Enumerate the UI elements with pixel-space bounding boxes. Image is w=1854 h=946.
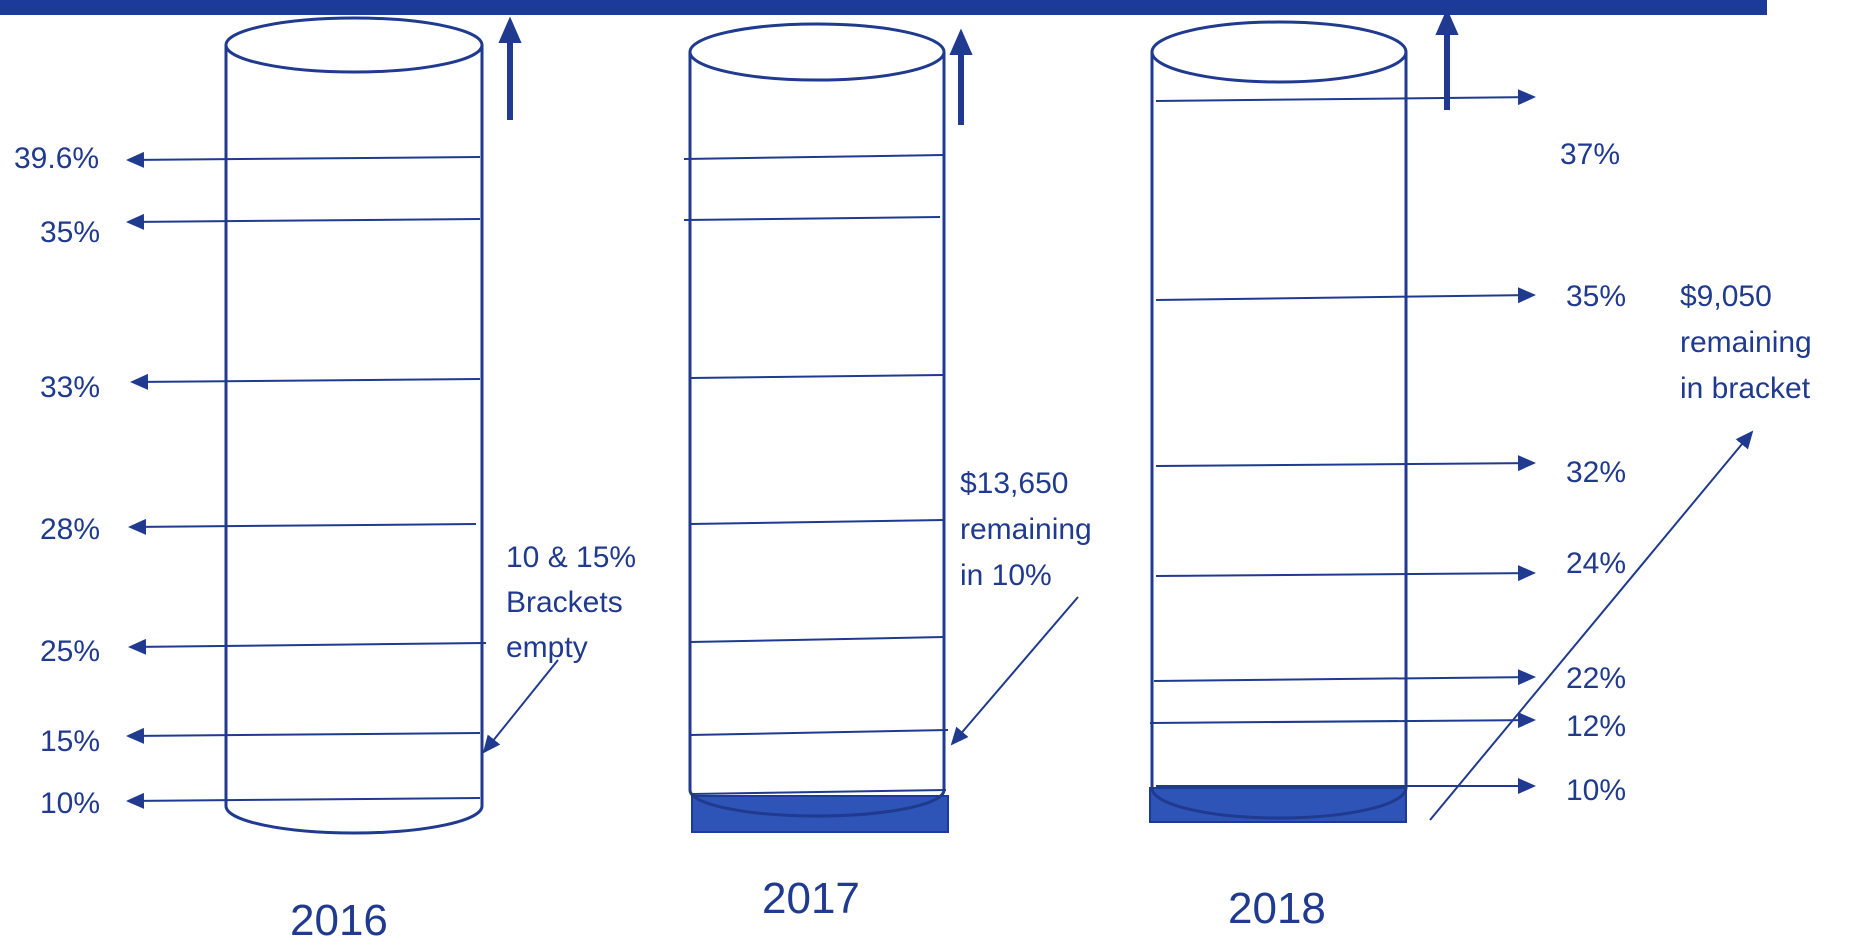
bracket-lines-2016 — [126, 151, 559, 809]
year-label-2018: 2018 — [1228, 884, 1326, 933]
year-label-2017: 2017 — [762, 874, 860, 923]
note-2018-line: $9,050 — [1680, 280, 1772, 313]
cylinder-2017 — [688, 22, 949, 833]
rate-label-2018: 12% — [1566, 710, 1627, 743]
rate-label-2016: 28% — [40, 513, 101, 546]
rate-label-2018: 32% — [1566, 456, 1627, 489]
note-2016-line: empty — [506, 631, 588, 664]
year-label-2016: 2016 — [290, 896, 388, 945]
note-2018-line: remaining — [1680, 326, 1812, 359]
note-2017-line: in 10% — [960, 559, 1052, 592]
bracket-lines-2017 — [683, 154, 1079, 795]
rate-label-2018: 35% — [1566, 280, 1627, 313]
rate-label-2018: 24% — [1566, 547, 1627, 580]
top-banner — [0, 0, 1767, 15]
up-arrow-icon — [1435, 8, 1459, 110]
rate-label-2016: 33% — [40, 371, 101, 404]
up-arrow-icon — [949, 28, 973, 125]
rate-label-2018: 10% — [1566, 774, 1627, 807]
up-arrow-icon — [498, 16, 522, 120]
rate-label-2018: 37% — [1560, 138, 1621, 171]
filled-base-2017 — [691, 795, 949, 833]
rate-label-2016: 35% — [40, 216, 101, 249]
rate-label-2016: 10% — [40, 787, 101, 820]
rate-label-2018: 22% — [1566, 662, 1627, 695]
cylinder-2018 — [1149, 20, 1408, 823]
cylinder-2016 — [224, 16, 484, 835]
rate-label-2016: 25% — [40, 635, 101, 668]
rate-label-2016: 39.6% — [14, 142, 100, 175]
note-2016-line: Brackets — [506, 586, 623, 619]
note-2018-line: in bracket — [1680, 372, 1811, 405]
bracket-lines-2018 — [1149, 89, 1754, 821]
note-2017-line: $13,650 — [960, 467, 1069, 500]
note-2017-line: remaining — [960, 513, 1092, 546]
note-2016-line: 10 & 15% — [506, 541, 637, 574]
filled-base-2018 — [1149, 787, 1407, 823]
rate-label-2016: 15% — [40, 725, 101, 758]
